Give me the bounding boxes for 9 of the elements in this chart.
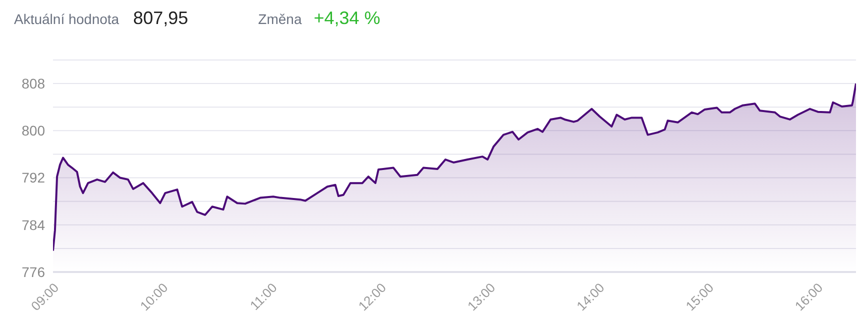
y-tick-label: 776	[22, 264, 46, 280]
y-tick-label: 800	[22, 122, 46, 139]
text: 807,95	[133, 8, 188, 29]
text: +4,34 %	[314, 8, 380, 29]
text: Změna	[258, 11, 302, 27]
y-tick-label: 792	[22, 170, 46, 186]
y-tick-label: 784	[22, 216, 46, 233]
text: Aktuální hodnota	[14, 11, 120, 27]
y-tick-label: 808	[22, 76, 46, 92]
